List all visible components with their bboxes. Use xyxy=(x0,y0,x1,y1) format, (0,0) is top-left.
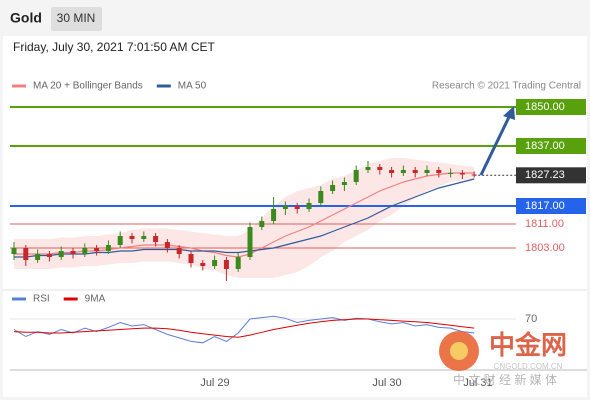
candle-body xyxy=(471,174,477,176)
datetime: Friday, July 30, 2021 7:01:50 AM CET xyxy=(13,40,216,54)
level-box xyxy=(516,167,586,184)
legend-label: MA 20 + Bollinger Bands xyxy=(33,81,143,92)
watermark: 中金网 CNGOLD.COM.CN 中 文 财 经 新 媒 体 xyxy=(439,330,567,387)
candle-body xyxy=(306,203,312,209)
candle-body xyxy=(459,173,465,175)
candle-body xyxy=(46,254,52,257)
watermark-slogan: 中 文 财 经 新 媒 体 xyxy=(453,372,557,387)
level-label: 1803.00 xyxy=(525,242,565,254)
candle-body xyxy=(424,170,430,173)
candle-body xyxy=(271,209,277,221)
level-box xyxy=(516,99,586,115)
legend-label: RSI xyxy=(33,294,50,305)
candle-body xyxy=(176,248,182,254)
candle-body xyxy=(153,236,159,242)
watermark-logo: 中金网 xyxy=(489,330,567,360)
candle-body xyxy=(294,206,300,209)
candle-body xyxy=(235,257,241,269)
candle-body xyxy=(70,251,76,254)
x-label: Jul 30 xyxy=(372,377,401,389)
rsi-line xyxy=(13,315,475,344)
candle-body xyxy=(58,251,64,257)
candle-body xyxy=(412,170,418,173)
candle-body xyxy=(448,173,454,174)
candle-body xyxy=(223,260,229,269)
candle-body xyxy=(129,236,135,239)
level-box xyxy=(516,198,586,214)
candle-body xyxy=(35,254,41,260)
candle-body xyxy=(330,185,336,191)
candle-body xyxy=(365,167,371,170)
rsi-line xyxy=(13,318,475,338)
candle-body xyxy=(94,248,100,251)
candle-body xyxy=(105,245,111,251)
ma-line xyxy=(14,178,475,258)
candle-body xyxy=(188,254,194,263)
level-label: 1850.00 xyxy=(525,101,565,113)
candle-body xyxy=(23,248,29,260)
title: Gold xyxy=(10,10,42,26)
candle-body xyxy=(318,191,324,203)
level-box xyxy=(516,138,586,154)
candle-body xyxy=(353,170,359,182)
timeframe-box[interactable] xyxy=(51,7,102,31)
candle-body xyxy=(436,170,442,173)
y-tick-label: 70 xyxy=(525,313,537,325)
ma-line xyxy=(14,172,475,258)
copyright: Research © 2021 Trading Central xyxy=(432,81,581,92)
watermark-site: CNGOLD.COM.CN xyxy=(494,362,563,371)
legend-label: 9MA xyxy=(85,294,106,305)
candle-body xyxy=(141,236,147,239)
level-label: 1811.00 xyxy=(525,218,564,230)
candle-body xyxy=(164,242,170,248)
x-label: Jul 31 xyxy=(463,377,492,389)
level-label: 1837.00 xyxy=(525,140,565,152)
candle-body xyxy=(117,236,123,245)
candle-body xyxy=(11,248,17,254)
candle-body xyxy=(400,170,406,173)
candle-body xyxy=(377,167,383,170)
candle-body xyxy=(247,227,253,257)
candle-body xyxy=(200,263,206,266)
timeframe[interactable]: 30 MIN xyxy=(57,11,96,25)
candle-body xyxy=(341,182,347,185)
candle-body xyxy=(389,170,395,173)
watermark-icon xyxy=(450,342,468,360)
level-label: 1817.00 xyxy=(525,200,565,212)
arrow-head xyxy=(503,106,515,120)
legend-label: MA 50 xyxy=(178,81,207,92)
level-label: 1827.23 xyxy=(525,169,565,181)
x-label: Jul 29 xyxy=(200,377,229,389)
candle-body xyxy=(282,206,288,209)
candle-body xyxy=(259,221,265,227)
candle-body xyxy=(82,248,88,254)
forecast-arrow xyxy=(479,116,511,176)
candle-body xyxy=(212,260,218,266)
